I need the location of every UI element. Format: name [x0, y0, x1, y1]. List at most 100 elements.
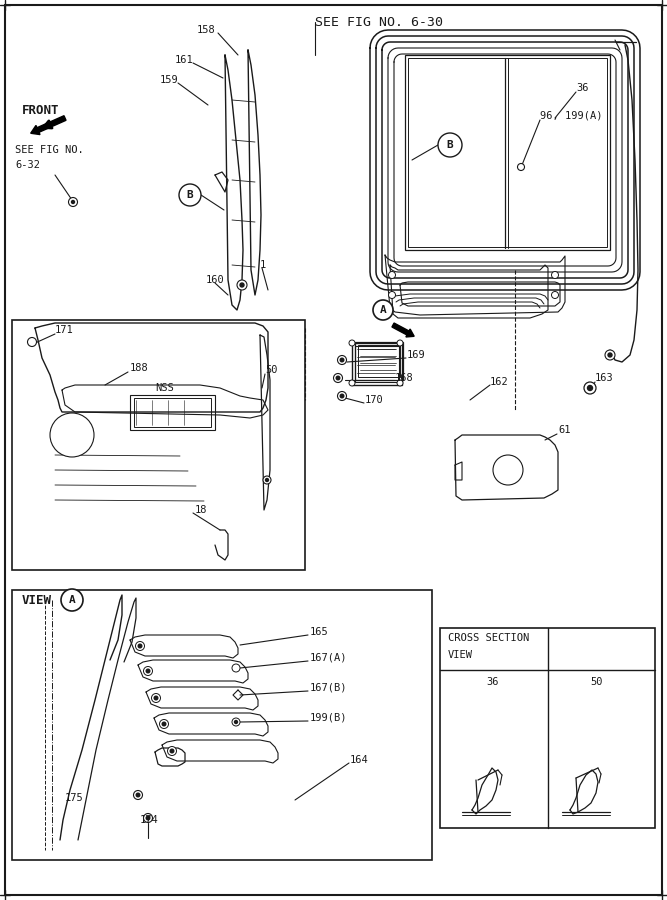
- Text: VIEW: VIEW: [448, 650, 473, 660]
- Text: SEE FIG NO.: SEE FIG NO.: [15, 145, 84, 155]
- Circle shape: [608, 353, 612, 357]
- Circle shape: [552, 292, 558, 299]
- Circle shape: [167, 746, 177, 755]
- Bar: [134, 398, 211, 427]
- Circle shape: [349, 380, 355, 386]
- Circle shape: [71, 201, 75, 203]
- Circle shape: [584, 382, 596, 394]
- Circle shape: [179, 184, 201, 206]
- Circle shape: [340, 358, 344, 362]
- Circle shape: [397, 380, 403, 386]
- Text: FRONT: FRONT: [22, 104, 59, 116]
- Circle shape: [159, 719, 169, 728]
- Text: 50: 50: [590, 677, 602, 687]
- Text: 168: 168: [395, 373, 414, 383]
- Text: 158: 158: [197, 25, 215, 35]
- Circle shape: [336, 376, 340, 380]
- Circle shape: [151, 694, 161, 703]
- Bar: [12, 590, 432, 860]
- FancyArrow shape: [392, 323, 414, 337]
- Text: 50: 50: [265, 365, 277, 375]
- Bar: [405, 55, 610, 250]
- Circle shape: [338, 356, 346, 364]
- Circle shape: [170, 749, 174, 752]
- Text: B: B: [447, 140, 454, 150]
- Circle shape: [338, 392, 346, 400]
- Circle shape: [334, 374, 342, 382]
- Circle shape: [162, 722, 166, 725]
- Circle shape: [493, 455, 523, 485]
- Text: 167(B): 167(B): [310, 683, 348, 693]
- Circle shape: [265, 479, 269, 482]
- Text: 175: 175: [65, 793, 84, 803]
- Bar: [355, 346, 399, 382]
- Text: CROSS SECTION: CROSS SECTION: [448, 633, 529, 643]
- Circle shape: [154, 697, 158, 700]
- Text: 169: 169: [407, 350, 426, 360]
- Circle shape: [552, 272, 558, 278]
- Circle shape: [397, 340, 403, 346]
- Text: A: A: [69, 595, 75, 605]
- Text: NSS: NSS: [155, 383, 173, 393]
- Text: 164: 164: [350, 755, 369, 765]
- Text: 161: 161: [175, 55, 193, 65]
- Bar: [408, 58, 607, 247]
- Text: 160: 160: [206, 275, 225, 285]
- Text: 162: 162: [490, 377, 509, 387]
- Text: 170: 170: [365, 395, 384, 405]
- Circle shape: [232, 664, 240, 672]
- Circle shape: [438, 133, 462, 157]
- Text: SEE FIG NO. 6-30: SEE FIG NO. 6-30: [315, 15, 443, 29]
- Circle shape: [61, 589, 83, 611]
- Circle shape: [349, 340, 355, 346]
- Text: 165: 165: [310, 627, 329, 637]
- Text: 174: 174: [140, 815, 159, 825]
- Text: 167(A): 167(A): [310, 653, 348, 663]
- Circle shape: [237, 280, 247, 290]
- Circle shape: [235, 721, 237, 724]
- Bar: [358, 345, 400, 377]
- Bar: [355, 342, 403, 380]
- Text: 36: 36: [576, 83, 588, 93]
- Circle shape: [143, 814, 153, 823]
- Circle shape: [143, 667, 153, 676]
- Circle shape: [373, 300, 393, 320]
- Text: 163: 163: [595, 373, 614, 383]
- Bar: [352, 343, 402, 385]
- Circle shape: [50, 413, 94, 457]
- Text: 36: 36: [486, 677, 498, 687]
- Text: 159: 159: [160, 75, 179, 85]
- Text: 171: 171: [55, 325, 74, 335]
- Circle shape: [340, 394, 344, 398]
- Circle shape: [136, 793, 140, 796]
- Circle shape: [146, 816, 150, 820]
- Text: 199(B): 199(B): [310, 713, 348, 723]
- Circle shape: [27, 338, 37, 346]
- Circle shape: [133, 790, 143, 799]
- FancyArrow shape: [31, 116, 66, 135]
- Circle shape: [388, 272, 396, 278]
- Text: VIEW: VIEW: [22, 593, 52, 607]
- Circle shape: [138, 644, 142, 648]
- Text: 18: 18: [195, 505, 207, 515]
- Text: 96, 199(A): 96, 199(A): [540, 111, 602, 121]
- Circle shape: [135, 642, 145, 651]
- Bar: [440, 628, 655, 828]
- Circle shape: [388, 292, 396, 299]
- Text: 188: 188: [130, 363, 149, 373]
- Text: 6-32: 6-32: [15, 160, 40, 170]
- Circle shape: [605, 350, 615, 360]
- Text: 1: 1: [260, 260, 266, 270]
- Circle shape: [588, 385, 592, 391]
- Bar: [130, 395, 215, 430]
- Circle shape: [146, 670, 150, 673]
- Circle shape: [263, 476, 271, 484]
- Circle shape: [240, 283, 244, 287]
- Circle shape: [232, 718, 240, 726]
- Text: B: B: [187, 190, 193, 200]
- Circle shape: [518, 164, 524, 170]
- Text: 61: 61: [558, 425, 570, 435]
- Circle shape: [69, 197, 77, 206]
- Text: A: A: [380, 305, 386, 315]
- Bar: [12, 320, 305, 570]
